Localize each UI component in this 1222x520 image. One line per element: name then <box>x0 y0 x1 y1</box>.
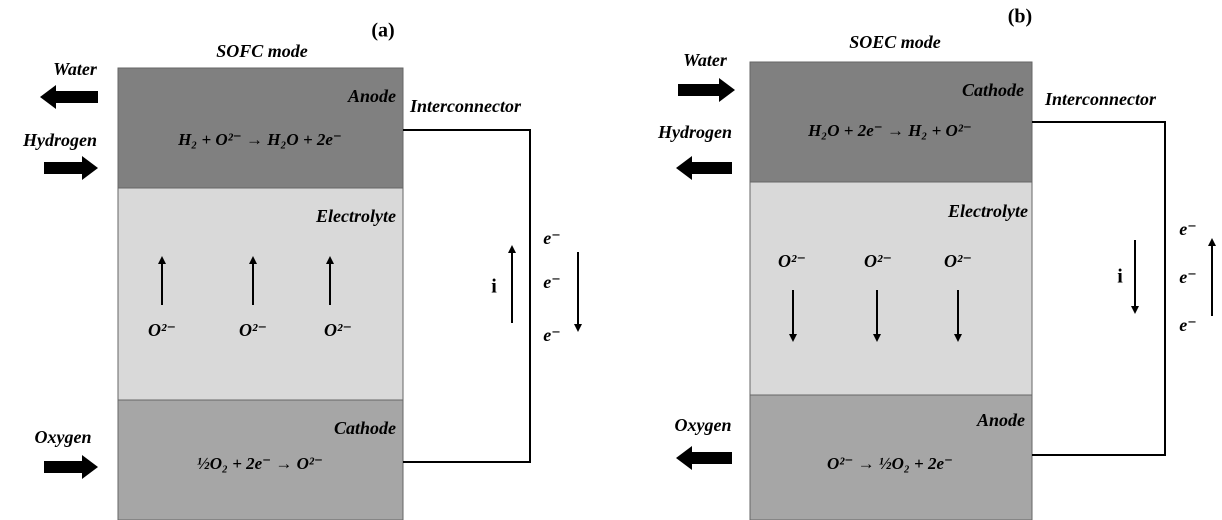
electron-label: e⁻ <box>543 272 561 292</box>
flow-arrow <box>678 78 735 102</box>
electrolyte-layer <box>117 187 404 401</box>
ion-label: O²⁻ <box>944 251 972 271</box>
electron-label: e⁻ <box>1179 267 1197 287</box>
layer-name: Cathode <box>334 418 396 438</box>
mode-label: SOEC mode <box>849 32 941 52</box>
layer-name: Anode <box>347 86 396 106</box>
wire <box>403 129 531 463</box>
mode-label: SOFC mode <box>216 41 308 61</box>
current-label: i <box>1117 266 1123 288</box>
reaction: O²⁻ → ½O₂ + 2e⁻ <box>827 454 953 473</box>
ion-label: O²⁻ <box>324 320 352 340</box>
panel-label: (b) <box>1008 6 1032 28</box>
anode-layer <box>749 394 1033 520</box>
ion-label: O²⁻ <box>778 251 806 271</box>
flow-arrow <box>44 455 98 479</box>
reaction: H₂O + 2e⁻ → H₂ + O²⁻ <box>807 121 972 140</box>
electron-label: e⁻ <box>1179 315 1197 335</box>
stream-label: Oxygen <box>35 427 92 447</box>
stream-label: Water <box>53 59 98 79</box>
electrolyte-layer <box>749 181 1033 396</box>
stream-label: Hydrogen <box>22 130 97 150</box>
electron-label: e⁻ <box>543 325 561 345</box>
electron-label: e⁻ <box>1179 219 1197 239</box>
flow-arrow <box>44 156 98 180</box>
interconnector-label: Interconnector <box>409 96 522 116</box>
reaction: ½O₂ + 2e⁻ → O²⁻ <box>197 454 323 473</box>
flow-arrow <box>40 85 98 109</box>
stream-label: Oxygen <box>675 415 732 435</box>
ion-label: O²⁻ <box>148 320 176 340</box>
panel-a: (a) SOFC mode Water Hydrogen Oxygen Anod… <box>22 20 582 520</box>
flow-arrow <box>676 446 732 470</box>
panel-label: (a) <box>371 20 394 42</box>
ion-label: O²⁻ <box>239 320 267 340</box>
stream-label: Water <box>683 50 728 70</box>
cathode-layer <box>117 399 404 520</box>
layer-name: Anode <box>976 410 1025 430</box>
anode-layer <box>117 67 404 189</box>
interconnector-label: Interconnector <box>1044 89 1157 109</box>
ion-label: O²⁻ <box>864 251 892 271</box>
wire <box>1032 121 1166 456</box>
flow-arrow <box>676 156 732 180</box>
reaction: H₂ + O²⁻ → H₂O + 2e⁻ <box>177 130 342 149</box>
layer-name: Electrolyte <box>315 206 396 226</box>
layer-name: Cathode <box>962 80 1024 100</box>
current-label: i <box>491 276 497 298</box>
panel-b: (b) SOEC mode Water Hydrogen Oxygen Cath… <box>657 6 1216 520</box>
layer-name: Electrolyte <box>947 201 1028 221</box>
electron-label: e⁻ <box>543 228 561 248</box>
stream-label: Hydrogen <box>657 122 732 142</box>
